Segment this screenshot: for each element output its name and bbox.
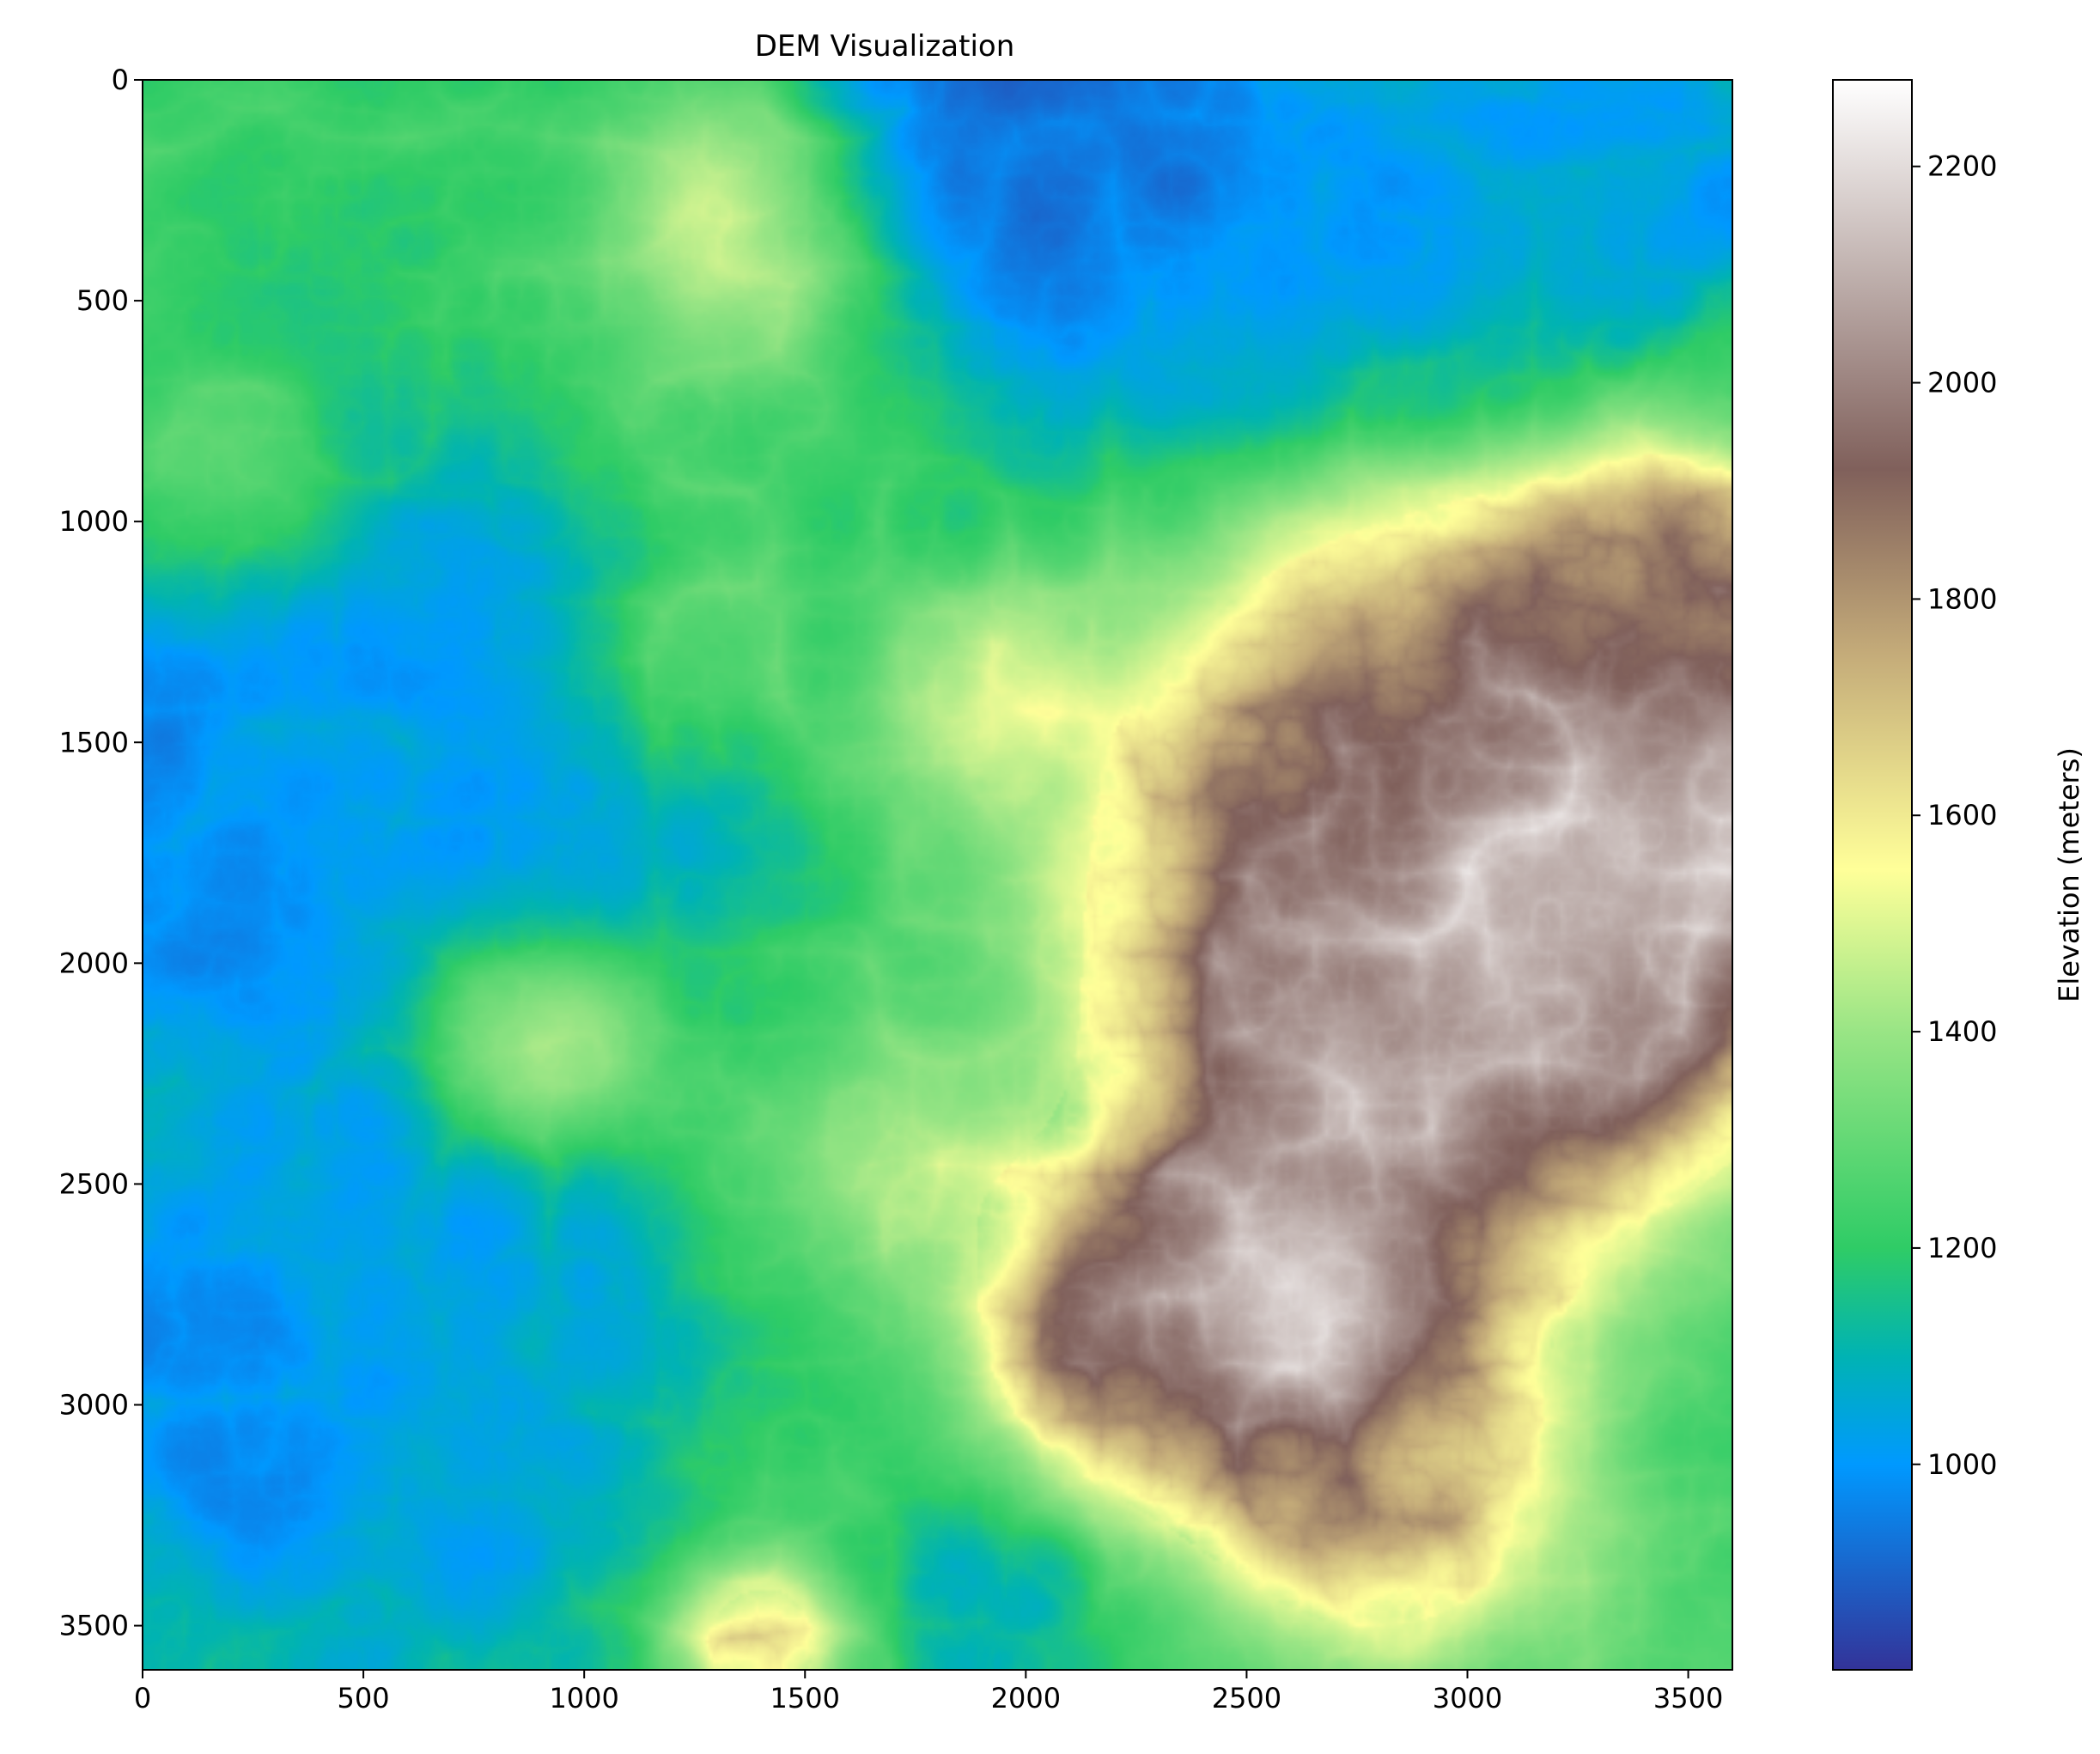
colorbar-label: Elevation (meters) — [2053, 747, 2085, 1002]
y-tick-label: 2500 — [59, 1167, 129, 1200]
x-tick-label: 3000 — [1433, 1682, 1502, 1714]
x-tick-label: 1000 — [549, 1682, 618, 1714]
x-tick-label: 2000 — [991, 1682, 1061, 1714]
plot-frame — [142, 79, 1733, 1671]
colorbar-tick-label: 2200 — [1927, 150, 1997, 183]
colorbar-tick-label: 1200 — [1927, 1232, 1997, 1264]
colorbar-tick-label: 1400 — [1927, 1015, 1997, 1048]
chart-title: DEM Visualization — [755, 29, 1015, 64]
x-tick-label: 1500 — [770, 1682, 840, 1714]
x-tick-label: 2500 — [1212, 1682, 1281, 1714]
y-axis: 0 500 1000 1500 2000 2500 3000 3500 — [59, 64, 143, 1642]
x-axis: 0 500 1000 1500 2000 2500 3000 3500 — [134, 1670, 1723, 1714]
colorbar-tick-label: 1800 — [1927, 582, 1997, 615]
colorbar-tick-label: 1600 — [1927, 799, 1997, 831]
y-tick-label: 0 — [112, 64, 129, 96]
y-tick-label: 3500 — [59, 1610, 129, 1642]
colorbar: 1000 1200 1400 1600 1800 2000 2200 Elevation (… — [1832, 79, 2085, 1671]
colorbar-gradient — [1832, 79, 1913, 1671]
colorbar-tick-label: 1000 — [1927, 1448, 1997, 1481]
heatmap-plot-area — [142, 79, 1733, 1671]
y-tick-label: 500 — [76, 284, 129, 317]
colorbar-ticks: 1000 1200 1400 1600 1800 2000 2200 — [1912, 150, 1997, 1481]
y-tick-label: 1500 — [59, 726, 129, 758]
x-tick-label: 0 — [134, 1682, 151, 1714]
x-tick-label: 500 — [338, 1682, 390, 1714]
y-tick-label: 3000 — [59, 1389, 129, 1422]
y-tick-label: 1000 — [59, 505, 129, 538]
colorbar-tick-label: 2000 — [1927, 367, 1997, 399]
y-tick-label: 2000 — [59, 947, 129, 979]
x-tick-label: 3500 — [1653, 1682, 1723, 1714]
dem-heatmap-image — [143, 80, 1732, 1670]
